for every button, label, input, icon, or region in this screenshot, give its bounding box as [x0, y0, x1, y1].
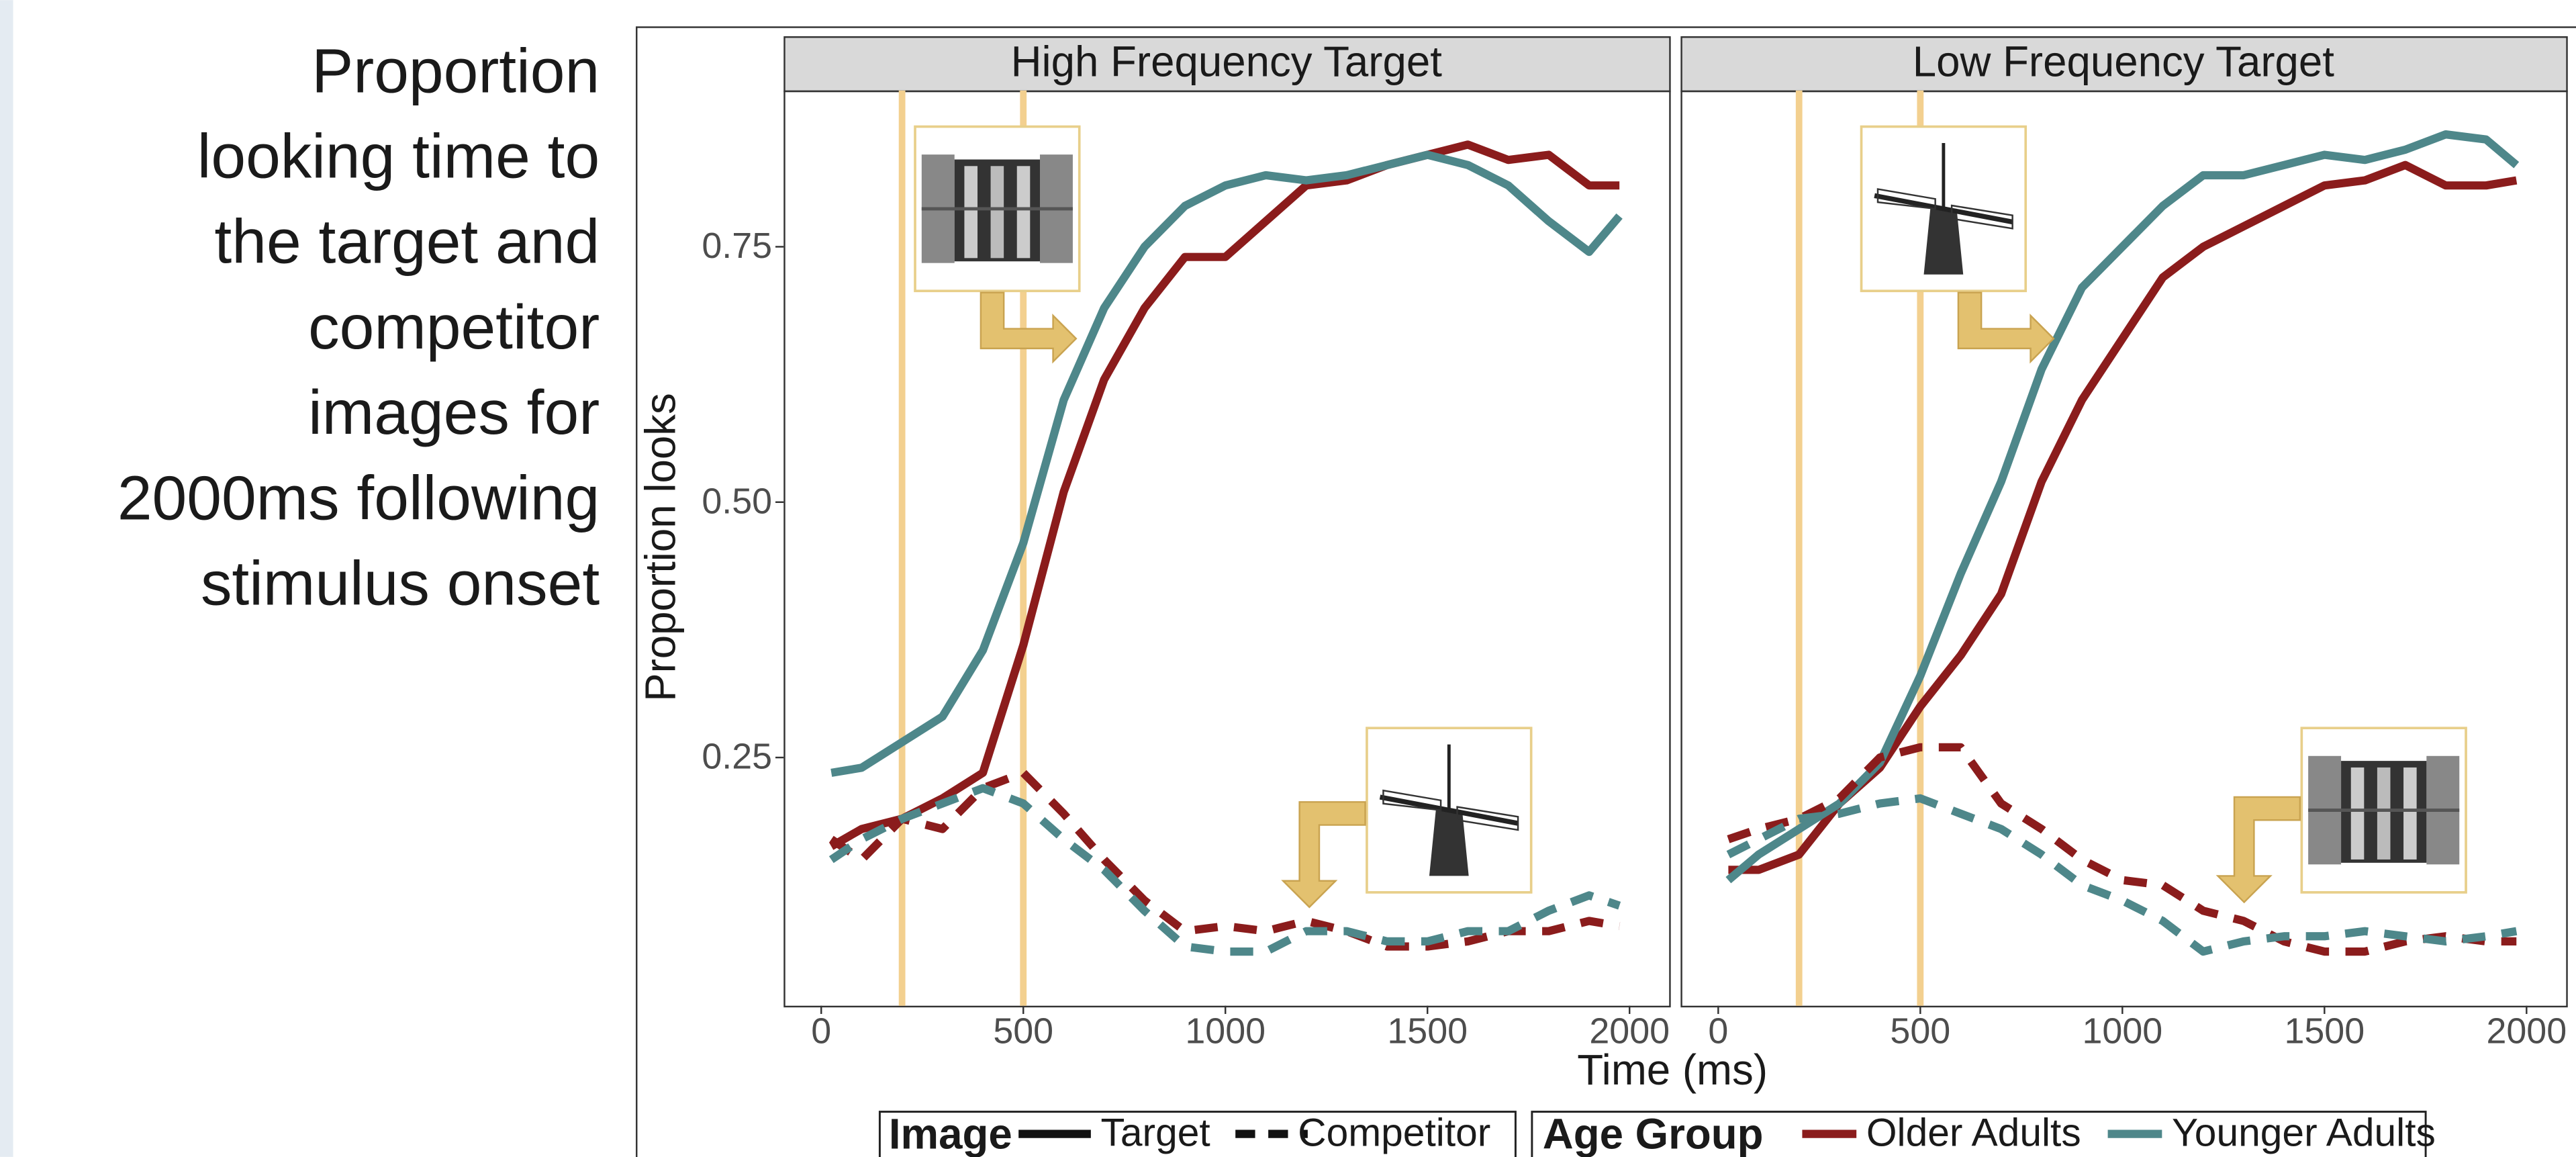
x-tick-label: 2000 — [1589, 1011, 1670, 1052]
series-line — [828, 784, 1621, 956]
panel-title: Low Frequency Target — [1913, 38, 2335, 86]
legend-label: Older Adults — [1866, 1111, 2081, 1155]
x-tick-label: 500 — [993, 1011, 1053, 1052]
caption-line: competitor — [308, 292, 600, 362]
series-line — [830, 150, 1623, 777]
legend-label: Competitor — [1298, 1111, 1490, 1155]
caption-line: images for — [308, 377, 600, 447]
y-axis-label: Proportion looks — [636, 393, 684, 702]
series-line — [1727, 743, 2517, 956]
shutter-image — [915, 127, 1080, 291]
caption-line: looking time to — [197, 122, 600, 191]
x-axis-label: Time (ms) — [1577, 1046, 1768, 1094]
arrow — [1957, 291, 2055, 363]
legend-box — [1531, 1111, 2427, 1157]
arrow — [1282, 801, 1366, 909]
plot-frame — [636, 26, 2576, 1157]
arrow — [2217, 796, 2301, 903]
panel-strip — [783, 36, 1671, 93]
x-tick-label: 2000 — [2486, 1011, 2567, 1052]
caption-line: stimulus onset — [201, 549, 600, 618]
y-tick-label: 0.75 — [702, 226, 772, 266]
arrow — [980, 291, 1078, 363]
y-tick-label: 0.25 — [702, 737, 772, 777]
y-tick-label: 0.50 — [702, 481, 772, 521]
windmill-image — [1367, 728, 1531, 892]
caption-line: Proportion — [312, 36, 600, 105]
panel-frame — [783, 90, 1671, 1008]
caption: Proportion looking time to the target and c… — [117, 36, 600, 618]
shutter-image — [2301, 728, 2466, 892]
x-tick-label: 500 — [1890, 1011, 1950, 1052]
series-line — [829, 140, 1620, 850]
panels: High Frequency Target 0 500 1000 1500 2000 0.2… — [702, 36, 2568, 1052]
panel-strip — [1680, 36, 2568, 93]
caption-line: the target and — [214, 207, 600, 277]
x-tick-label: 0 — [811, 1011, 831, 1052]
x-tick-label: 1000 — [1185, 1011, 1266, 1052]
caption-line: 2000ms following — [117, 463, 600, 533]
page-edge — [0, 0, 13, 1157]
series-line — [1726, 794, 2518, 956]
x-tick-label: 0 — [1708, 1011, 1728, 1052]
legend-title: Image — [889, 1110, 1012, 1157]
legend: Image Target Competitor Age Group Older Adul… — [878, 1110, 2436, 1157]
panel-title: High Frequency Target — [1011, 38, 1443, 86]
legend-label: Target — [1101, 1111, 1210, 1155]
x-tick-label: 1000 — [2082, 1011, 2162, 1052]
legend-label: Younger Adults — [2172, 1111, 2436, 1155]
legend-title: Age Group — [1543, 1110, 1764, 1157]
x-tick-label: 1500 — [2284, 1011, 2365, 1052]
windmill-image — [1862, 127, 2026, 291]
legend-box — [878, 1111, 1517, 1157]
x-tick-label: 1500 — [1387, 1011, 1468, 1052]
panel-frame — [1680, 90, 2568, 1008]
